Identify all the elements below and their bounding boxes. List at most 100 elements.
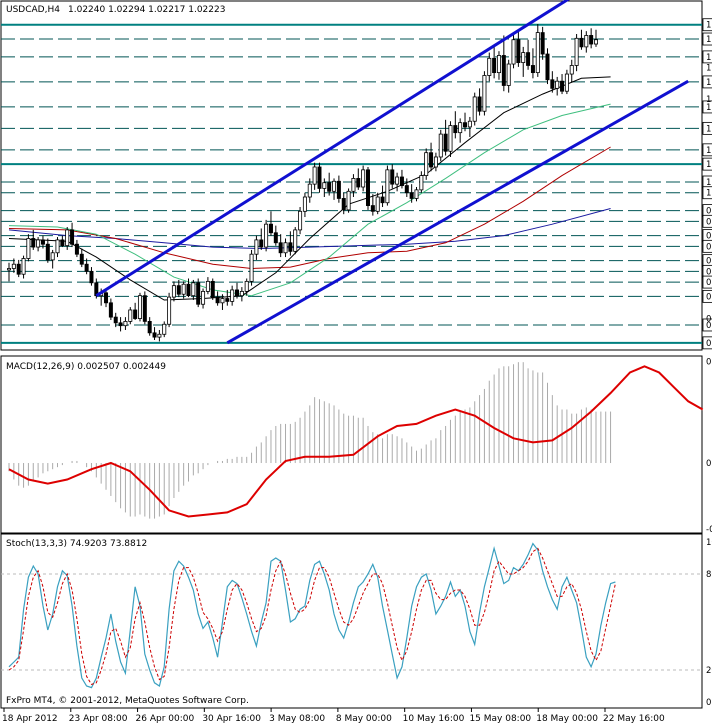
candle [550,71,555,93]
macd-panel-frame [0,355,703,534]
candle [123,317,128,330]
candle [215,291,220,306]
candle [516,31,521,67]
level-label: 1.02250 [706,35,712,45]
level-label-box [702,254,712,268]
level-label-box [702,275,712,289]
macd-tick: 0.00494 [706,357,712,367]
candle [317,162,322,193]
candle-body [569,65,574,75]
candle-body [118,322,123,327]
candle-body [492,57,497,74]
candle [302,192,307,218]
macd-label: MACD(12,26,9) 0.002507 0.002449 [6,362,166,372]
price-panel-frame [0,0,703,351]
candle [278,234,283,258]
candle-body [171,285,176,298]
candle [399,169,404,189]
candle [21,255,26,279]
candle-body [152,332,157,338]
level-label-box [702,289,712,303]
channel-upper-line [95,0,570,297]
stoch-tick: 20 [706,666,712,676]
candle [84,258,89,275]
candle [453,111,458,139]
candle [36,237,41,252]
candle [60,235,65,248]
candle-body [128,309,133,322]
candle-body [191,282,196,297]
candle-body [264,223,269,248]
macd-signal-line [8,365,704,518]
candle-body [84,263,89,272]
level-label: 0.98000 [706,339,712,349]
candle [482,71,487,116]
candle [336,175,341,203]
candle-body [516,39,521,64]
price-tick: 0.98340 [706,315,712,325]
candle-body [550,79,555,89]
ma-green-line [8,103,611,297]
candle [443,119,448,156]
candle [589,28,594,49]
time-label: 10 May 16:00 [403,714,465,724]
candle-body [487,57,492,76]
candle [433,152,438,172]
macd-panel[interactable]: 0.00494 0.00 -0.00320 [0,355,712,535]
candle-body [419,175,424,191]
stoch-signal-line [8,547,616,685]
candle-body [157,333,162,338]
candle-body [365,169,370,206]
candle-body [239,290,244,297]
candle-body [45,243,50,261]
candle-body [181,283,186,295]
level-label: 0.99350 [706,242,712,252]
stochastic-panel[interactable]: 100 80 20 0 [0,533,712,709]
level-label: 0.98250 [706,321,712,331]
candle-body [89,270,94,284]
candle [472,92,477,126]
stoch-tick: 80 [706,570,712,580]
candle [530,48,535,79]
candle-body [370,205,375,212]
candle-body [477,96,482,112]
candle-body [463,122,468,128]
time-axis: 18 Apr 2012 23 Apr 08:00 26 Apr 00:00 30 Ap… [2,708,665,724]
candle-body [579,37,584,48]
candle-body [496,55,501,74]
level-label: 0.99000 [706,267,712,277]
candle-body [458,122,463,134]
candle [201,288,206,309]
candle [249,249,254,286]
candle [55,237,60,258]
candle-body [560,80,565,92]
candle-body [162,323,167,335]
candle [506,59,511,93]
candle [390,164,395,189]
candle-body [215,296,220,304]
candle-body [70,229,75,245]
candle [569,59,574,83]
candle-body [104,292,109,304]
level-label-box [702,214,712,228]
level-label: 1.00700 [706,146,712,156]
candle-body [448,125,453,152]
candle-body [317,166,322,189]
candle [239,287,244,302]
level-label-box [702,175,712,189]
level-label-box [702,239,712,253]
candle-body [79,253,84,265]
candle-body [453,125,458,134]
candle [176,279,181,298]
level-label-box [702,50,712,64]
candle-body [414,189,419,199]
candle-body [332,180,337,192]
candle [370,194,375,216]
time-label: 26 Apr 00:00 [136,714,195,724]
candle-body [293,229,298,252]
stoch-label: Stoch(13,3,3) 74.9203 73.8812 [6,539,147,549]
candle [458,118,463,143]
candle-body [404,185,409,194]
candle [196,278,201,308]
price-panel[interactable]: 1.02450 1.02250 1.02000 1.01650 1.01300 1.010… [0,0,712,351]
